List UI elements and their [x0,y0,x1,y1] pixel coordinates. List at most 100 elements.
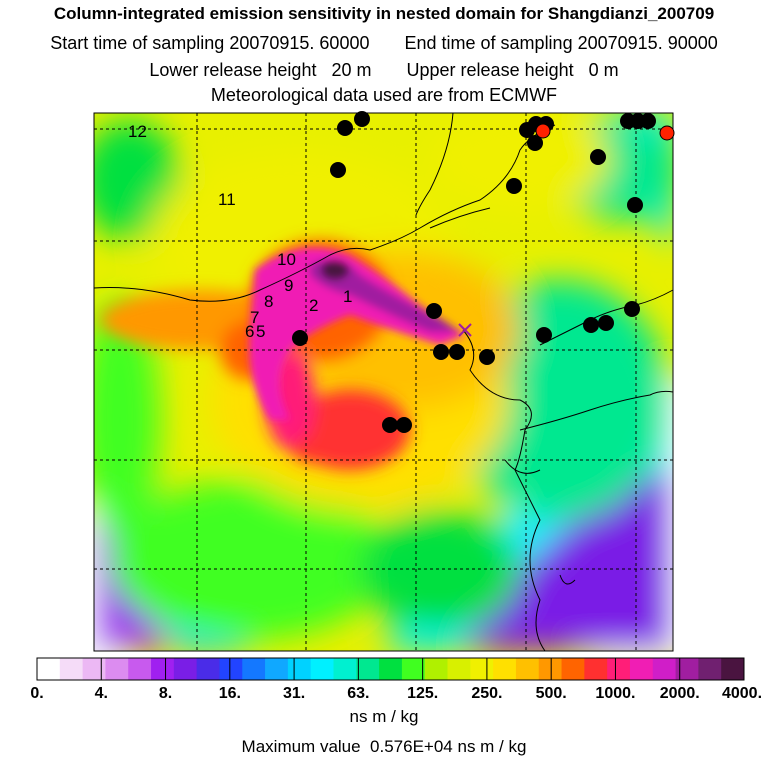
trajectory-label: 2 [309,296,318,315]
max-value: 0.576E+04 ns m / kg [370,737,527,756]
met-data-line: Meteorological data used are from ECMWF [210,85,558,105]
station-dot [479,349,495,365]
colorbar-cell [333,658,357,680]
station-dot-red [535,123,551,139]
sampling-time-line: Start time of sampling 20070915. 60000 E… [0,33,768,54]
colorbar-tick-label: 4. [95,685,108,702]
colorbar-cell [151,658,175,680]
max-value-label: Maximum value [241,737,361,756]
colorbar-tick-label: 4000. [722,685,762,702]
trajectory-label: 9 [284,276,293,295]
station-dot [527,135,543,151]
colorbar-cell [607,658,631,680]
upper-height-label: Upper release height [406,60,574,80]
colorbar-tick-label: 2000. [660,685,700,702]
colorbar-cell [721,658,745,680]
colorbar-cell [310,658,334,680]
colorbar-cell [629,658,654,680]
colorbar-tick-label: 125. [407,685,438,702]
colorbar-ticks [36,658,745,680]
lower-height-label: Lower release height [149,60,317,80]
station-dot [354,111,370,127]
colorbar-cell [196,658,220,680]
trajectory-label: 10 [277,250,296,269]
colorbar-cell [128,658,152,680]
colorbar-cell [401,658,426,680]
colorbar-cell [515,658,540,680]
trajectory-label: 7 [250,308,259,327]
colorbar-cell [379,658,403,680]
start-time-label: Start time of sampling [50,33,225,53]
colorbar-cells [36,657,745,681]
colorbar-cell [287,658,312,680]
station-dot [598,315,614,331]
trajectory-label: 5 [256,322,265,341]
upper-height-value: 0 m [588,60,619,80]
end-time-value: 20070915. 90000 [577,33,718,53]
trajectory-label: 8 [264,292,273,311]
colorbar-cell [424,658,449,680]
coastlines [93,112,674,652]
colorbar-tick-label: 8. [159,685,172,702]
station-markers [292,111,675,433]
station-dot-red [659,125,675,141]
release-height-line: Lower release height 20 m Upper release … [0,60,768,81]
station-dot [382,417,398,433]
colorbar-cell [493,658,517,680]
trajectory-label: 11 [218,190,236,209]
colorbar-cell [356,658,380,680]
station-dot [292,330,308,346]
station-dot [433,344,449,360]
colorbar-cell [675,658,699,680]
colorbar-cell [173,658,198,680]
station-dot [627,197,643,213]
colorbar-tick-label: 63. [347,685,369,702]
colorbar-cell [538,658,563,680]
colorbar-tick-label: 16. [219,685,241,702]
station-dot [536,327,552,343]
colorbar-tick-labels: 0. 4. 8. 16. 31. 63. 125. 250. 500. 1000. 2000. 400… [30,685,762,702]
colorbar-tick-label: 31. [283,685,305,702]
receptor-x-marker [458,323,472,337]
colorbar-cell [219,658,243,680]
trajectory-label: 1 [343,287,352,306]
end-time-label: End time of sampling [404,33,573,53]
station-dot [624,301,640,317]
colorbar-cell [37,658,61,680]
map-frame [93,112,674,652]
graticule [94,113,673,651]
colorbar-cell [447,658,471,680]
colorbar-cell [584,658,608,680]
station-dot [396,417,412,433]
plot-title: Column-integrated emission sensitivity i… [53,4,715,23]
station-dot [330,162,346,178]
colorbar-cell [59,658,84,680]
colorbar-unit: ns m / kg [349,707,419,726]
colorbar-cell [561,658,585,680]
colorbar-tick-label: 250. [471,685,502,702]
trajectory-label: 12 [128,122,147,141]
trajectory-labels: 12 11 10 9 8 7 6 5 2 1 [128,122,352,341]
sensitivity-field [94,113,673,651]
start-time-value: 20070915. 60000 [229,33,370,53]
maximum-value-line: Maximum value 0.576E+04 ns m / kg [0,737,768,757]
colorbar-tick-label: 500. [536,685,567,702]
station-dot [583,317,599,333]
station-dot [640,113,656,129]
station-dot [449,344,465,360]
colorbar-cell [470,658,494,680]
station-dot [506,178,522,194]
colorbar-cell [265,658,289,680]
colorbar-cell [242,658,266,680]
station-dot [337,120,353,136]
colorbar-tick-label: 0. [30,685,43,702]
station-dot [426,303,442,319]
colorbar-cell [698,658,722,680]
lower-height-value: 20 m [331,60,372,80]
colorbar-tick-label: 1000. [595,685,635,702]
colorbar-cell [652,658,677,680]
colorbar-cell [105,658,129,680]
station-dot [590,149,606,165]
